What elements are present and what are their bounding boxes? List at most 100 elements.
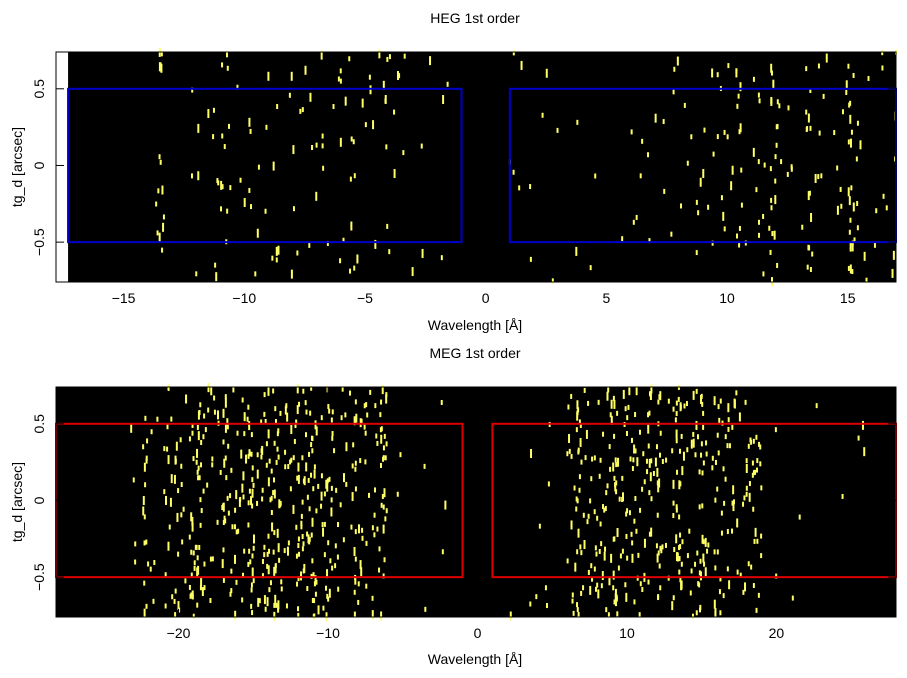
- meg-event: [574, 562, 577, 572]
- meg-event: [615, 596, 618, 602]
- meg-event: [209, 556, 212, 562]
- meg-event: [530, 449, 533, 459]
- meg-event: [660, 548, 663, 554]
- heg-event: [239, 177, 242, 183]
- meg-event: [714, 497, 717, 503]
- meg-event: [142, 444, 145, 450]
- heg-event: [712, 151, 715, 157]
- meg-event: [645, 458, 648, 464]
- meg-event: [314, 420, 317, 430]
- meg-event: [423, 463, 426, 469]
- meg-event: [727, 426, 730, 432]
- meg-event: [625, 511, 628, 517]
- meg-event: [614, 457, 617, 463]
- meg-event: [247, 522, 250, 528]
- heg-event: [770, 63, 773, 73]
- heg-event: [776, 262, 779, 268]
- meg-event: [664, 542, 667, 548]
- meg-event: [219, 469, 222, 475]
- meg-event: [298, 551, 301, 557]
- meg-event: [509, 611, 512, 621]
- heg-event: [856, 225, 859, 231]
- meg-event: [353, 611, 356, 617]
- meg-event: [583, 540, 586, 550]
- meg-event: [648, 410, 651, 416]
- meg-event: [609, 412, 612, 418]
- meg-event: [170, 416, 173, 422]
- heg-x-ticks: −15 −10 −5 0 5 10 15: [112, 52, 856, 306]
- meg-event: [197, 475, 200, 481]
- heg-event: [292, 206, 295, 212]
- heg-event: [808, 190, 811, 196]
- meg-event: [331, 435, 334, 441]
- meg-event: [143, 608, 146, 618]
- heg-event: [723, 129, 726, 135]
- meg-event: [354, 529, 357, 535]
- meg-event: [308, 451, 311, 457]
- meg-event: [241, 597, 244, 603]
- meg-event: [230, 568, 233, 574]
- meg-event: [582, 512, 585, 518]
- meg-event: [174, 612, 177, 618]
- heg-event: [873, 242, 876, 248]
- meg-event: [752, 583, 755, 589]
- meg-event: [304, 432, 307, 438]
- meg-event: [365, 402, 368, 408]
- meg-event: [284, 464, 287, 470]
- meg-event: [243, 431, 246, 437]
- meg-event: [261, 496, 264, 502]
- heg-event: [847, 139, 850, 145]
- heg-event: [775, 124, 778, 130]
- meg-event: [700, 452, 703, 458]
- meg-event: [654, 457, 657, 467]
- meg-event: [612, 462, 615, 472]
- meg-event: [295, 524, 298, 530]
- meg-event: [330, 417, 333, 423]
- heg-event: [737, 93, 740, 99]
- heg-event: [738, 225, 741, 231]
- meg-event: [274, 594, 277, 604]
- meg-event: [361, 535, 364, 541]
- meg-event: [229, 493, 232, 499]
- meg-event: [263, 595, 266, 605]
- meg-event: [745, 491, 748, 497]
- meg-event: [719, 576, 722, 582]
- heg-region-minus: [67, 87, 463, 244]
- meg-event: [727, 403, 730, 413]
- meg-event: [302, 388, 305, 394]
- heg-event: [155, 201, 158, 207]
- meg-event: [331, 409, 334, 415]
- heg-event: [158, 232, 161, 242]
- meg-event: [630, 531, 633, 537]
- meg-event: [726, 443, 729, 449]
- meg-event: [297, 462, 300, 472]
- meg-event: [320, 491, 323, 501]
- meg-event: [188, 436, 191, 442]
- meg-event: [659, 391, 662, 401]
- meg-event: [744, 582, 747, 592]
- meg-event: [546, 603, 549, 609]
- meg-event: [674, 417, 677, 423]
- meg-event: [728, 580, 731, 590]
- meg-event: [755, 434, 758, 440]
- meg-event: [583, 387, 586, 393]
- meg-event: [678, 514, 681, 520]
- meg-event: [308, 506, 311, 512]
- meg-event: [382, 573, 385, 579]
- meg-event: [323, 491, 326, 497]
- meg-event: [361, 527, 364, 533]
- meg-event: [250, 603, 253, 609]
- meg-y-ticks: −0.5 0 0.5: [31, 414, 896, 591]
- meg-event: [576, 411, 579, 421]
- meg-event: [273, 530, 276, 536]
- meg-event: [207, 407, 210, 413]
- meg-event: [680, 561, 683, 567]
- meg-event: [252, 482, 255, 488]
- heg-masked-region: [56, 52, 69, 282]
- meg-event: [686, 447, 689, 453]
- meg-event: [375, 433, 378, 439]
- meg-event: [241, 397, 244, 403]
- meg-event: [589, 585, 592, 595]
- meg-event: [604, 546, 607, 552]
- meg-event: [672, 595, 675, 601]
